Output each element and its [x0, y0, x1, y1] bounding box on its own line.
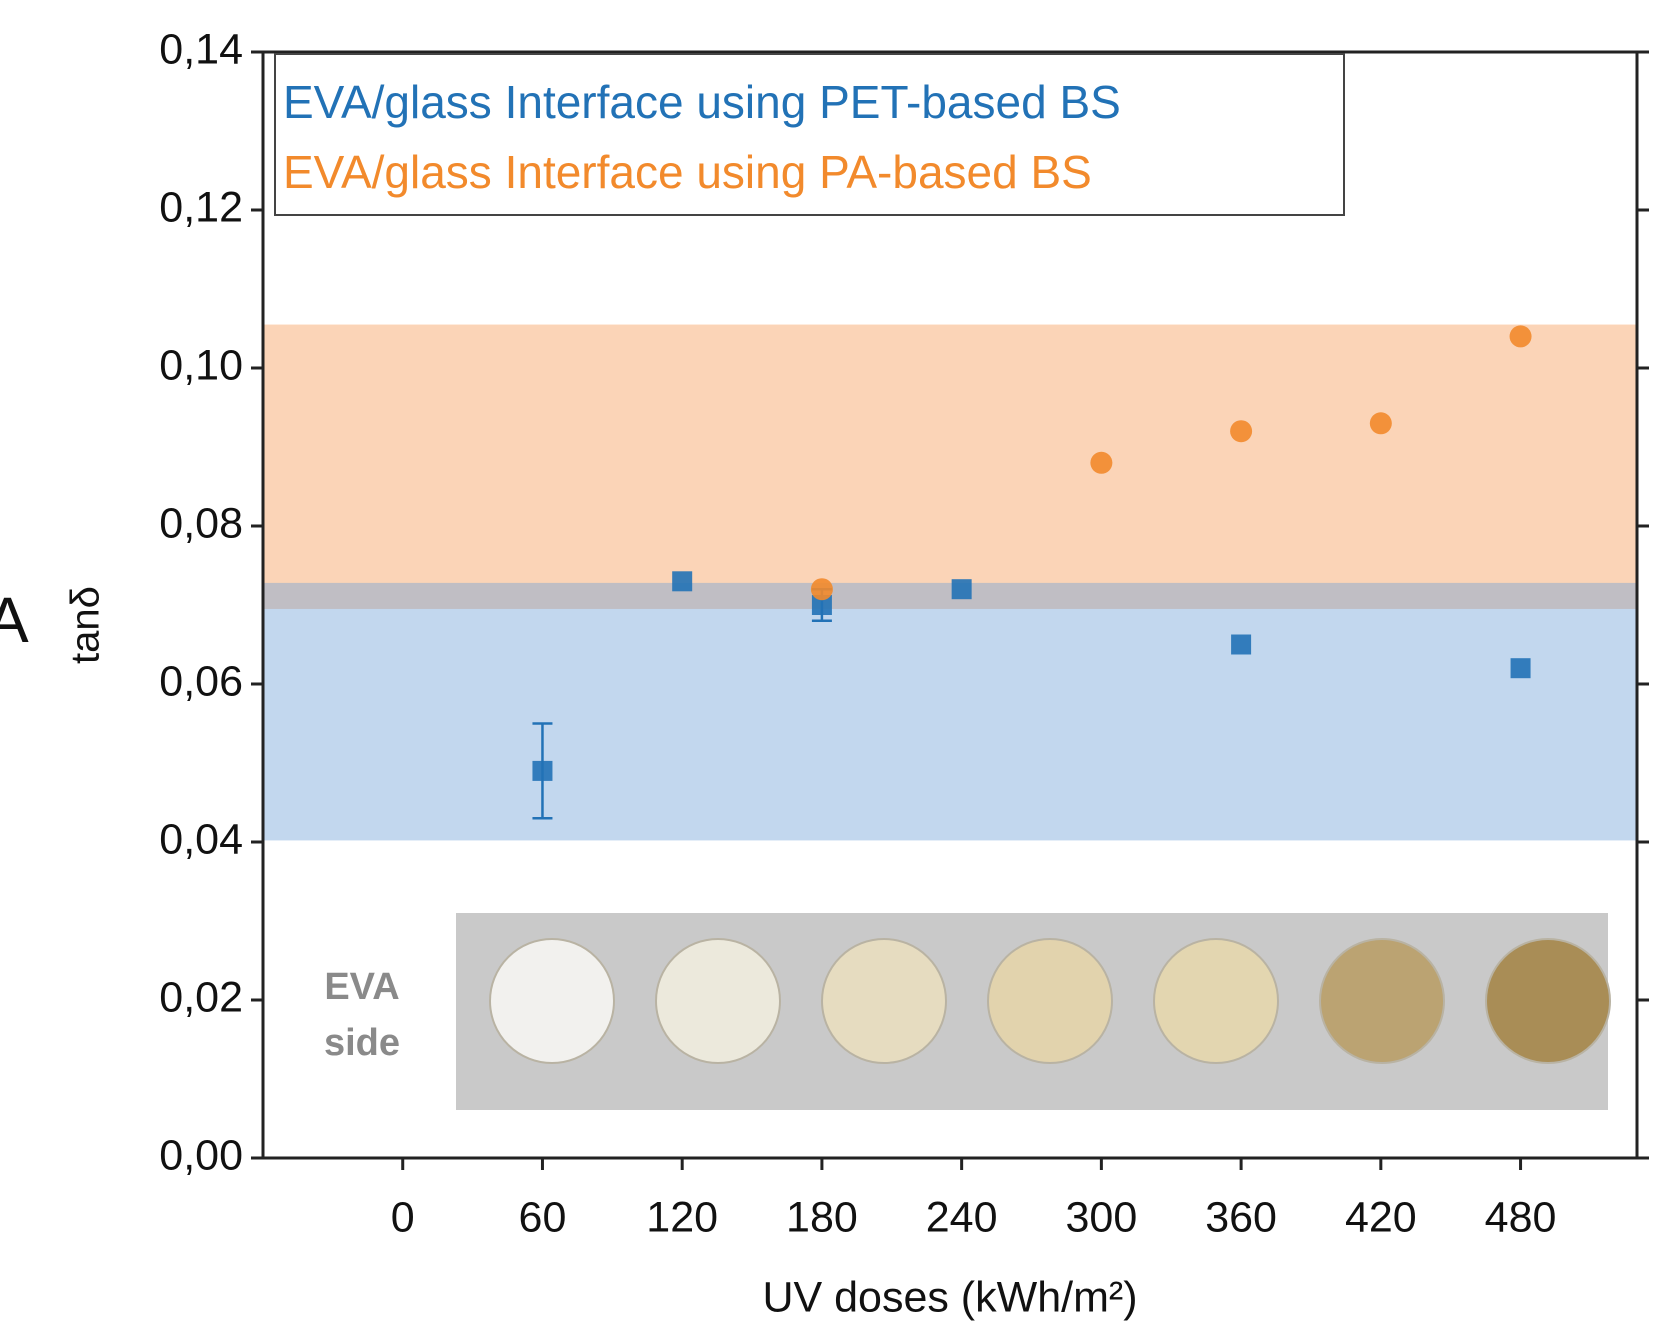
y-tick-label: 0,08: [159, 499, 243, 547]
data-point: [1090, 452, 1112, 474]
y-tick-label: 0,14: [159, 25, 243, 73]
data-point: [1231, 635, 1251, 655]
sample-disc: [988, 939, 1112, 1063]
sample-disc: [1154, 939, 1278, 1063]
x-tick-label: 60: [519, 1193, 567, 1241]
y-tick-label: 0,10: [159, 341, 243, 389]
x-tick-label: 120: [646, 1193, 718, 1241]
band: [263, 583, 1637, 841]
x-tick-label: 360: [1205, 1193, 1277, 1241]
sample-disc: [656, 939, 780, 1063]
x-axis-label: UV doses (kWh/m²): [762, 1273, 1137, 1321]
x-tick-label: 240: [926, 1193, 998, 1241]
y-tick-label: 0,00: [159, 1131, 243, 1179]
y-axis-label: tanδ: [64, 586, 108, 664]
x-tick-label: 420: [1345, 1193, 1417, 1241]
data-point: [1370, 412, 1392, 434]
y-tick-label: 0,06: [159, 657, 243, 705]
x-tick-label: 480: [1485, 1193, 1557, 1241]
x-tick-label: 0: [391, 1193, 415, 1241]
data-point: [1511, 658, 1531, 678]
sample-disc: [822, 939, 946, 1063]
y-tick-label: 0,02: [159, 973, 243, 1021]
band: [263, 325, 1637, 609]
data-point: [532, 761, 552, 781]
y-tick-label: 0,04: [159, 815, 243, 863]
x-tick-label: 300: [1065, 1193, 1137, 1241]
data-point: [1510, 325, 1532, 347]
legend-entry: EVA/glass Interface using PET-based BS: [283, 76, 1121, 128]
sample-disc: [490, 939, 614, 1063]
inset-label: side: [324, 1022, 400, 1064]
legend-entry: EVA/glass Interface using PA-based BS: [283, 146, 1092, 198]
x-tick-label: 180: [786, 1193, 858, 1241]
sample-disc: [1320, 939, 1444, 1063]
chart: A tanδ UV doses (kWh/m²) EVA side 0,00 0,02…: [0, 0, 1680, 1334]
panel-label: A: [0, 584, 29, 656]
sample-disc: [1486, 939, 1610, 1063]
data-point: [1230, 420, 1252, 442]
y-tick-label: 0,12: [159, 183, 243, 231]
data-point: [952, 579, 972, 599]
inset-label: EVA: [324, 966, 399, 1008]
data-point: [672, 571, 692, 591]
data-point: [811, 578, 833, 600]
